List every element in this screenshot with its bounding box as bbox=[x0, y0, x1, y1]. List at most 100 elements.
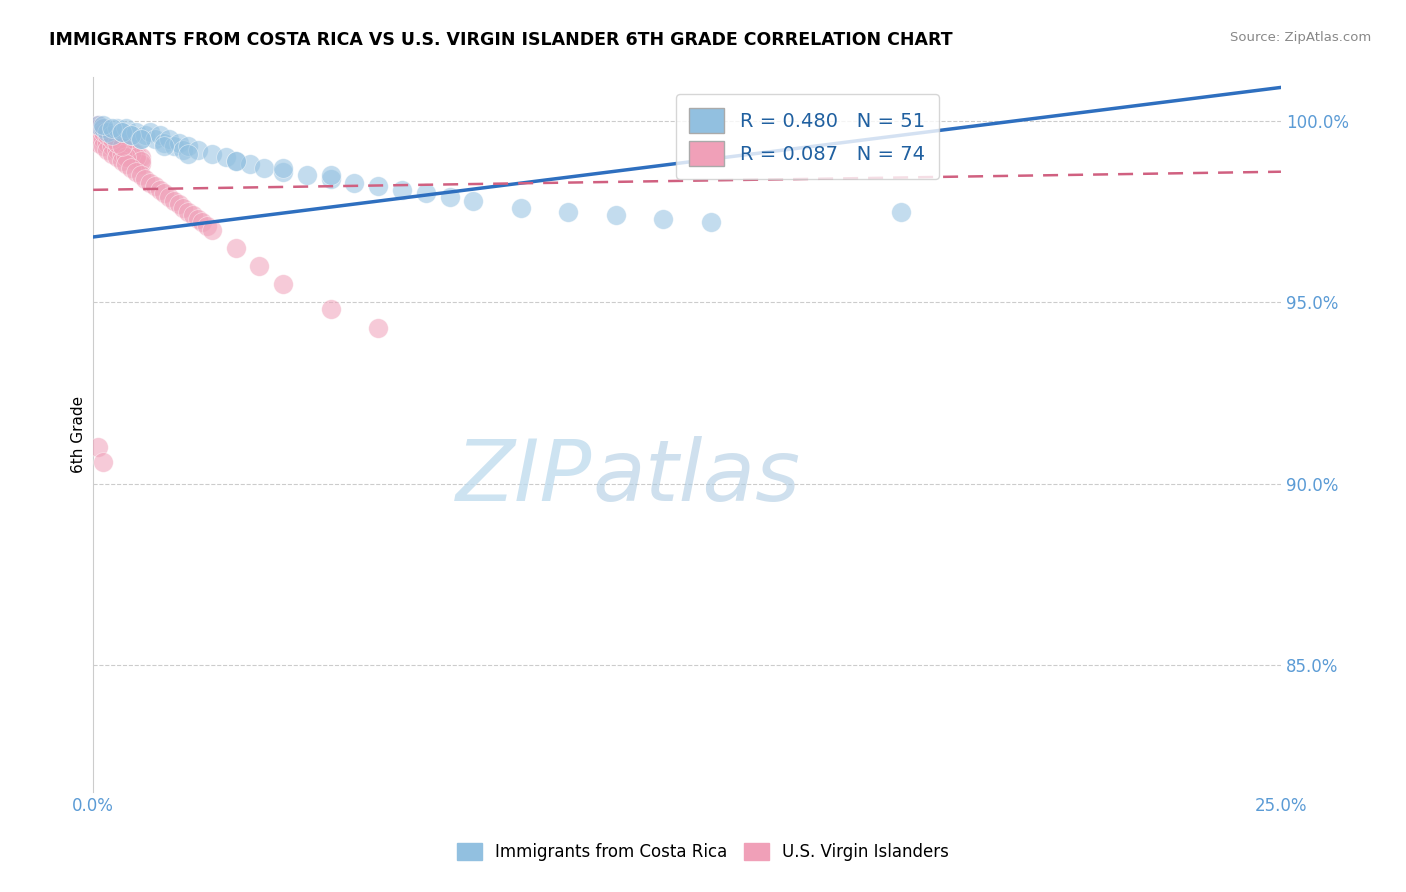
Point bbox=[319, 169, 342, 183]
Point bbox=[105, 139, 128, 153]
Point bbox=[163, 139, 186, 153]
Point bbox=[172, 143, 194, 157]
Point bbox=[225, 153, 247, 168]
Point bbox=[115, 139, 138, 153]
Legend: Immigrants from Costa Rica, U.S. Virgin Islanders: Immigrants from Costa Rica, U.S. Virgin … bbox=[450, 836, 956, 868]
Point bbox=[415, 186, 437, 201]
Legend: R = 0.480   N = 51, R = 0.087   N = 74: R = 0.480 N = 51, R = 0.087 N = 74 bbox=[676, 95, 939, 179]
Point bbox=[439, 190, 461, 204]
Point bbox=[177, 139, 200, 153]
Point bbox=[367, 179, 389, 194]
Point bbox=[239, 157, 262, 171]
Point bbox=[91, 128, 114, 143]
Point bbox=[167, 136, 190, 150]
Point bbox=[101, 132, 124, 146]
Point bbox=[201, 146, 224, 161]
Point bbox=[652, 211, 675, 226]
Point bbox=[105, 136, 128, 150]
Point bbox=[111, 143, 134, 157]
Point bbox=[91, 125, 114, 139]
Point bbox=[139, 125, 162, 139]
Point bbox=[153, 186, 176, 201]
Point bbox=[271, 164, 294, 178]
Point bbox=[295, 169, 318, 183]
Text: Source: ZipAtlas.com: Source: ZipAtlas.com bbox=[1230, 31, 1371, 45]
Point bbox=[115, 143, 138, 157]
Point bbox=[91, 121, 114, 136]
Point bbox=[87, 118, 110, 132]
Point bbox=[129, 132, 152, 146]
Point bbox=[125, 150, 148, 164]
Point bbox=[101, 128, 124, 143]
Point bbox=[87, 440, 110, 454]
Point bbox=[319, 302, 342, 317]
Point bbox=[91, 132, 114, 146]
Point bbox=[105, 150, 128, 164]
Point bbox=[87, 118, 110, 132]
Point bbox=[463, 194, 485, 208]
Point bbox=[105, 143, 128, 157]
Point bbox=[225, 241, 247, 255]
Text: ZIP: ZIP bbox=[456, 436, 592, 519]
Point bbox=[111, 125, 134, 139]
Point bbox=[153, 139, 176, 153]
Point bbox=[111, 125, 134, 139]
Point bbox=[87, 121, 110, 136]
Point bbox=[187, 143, 209, 157]
Text: IMMIGRANTS FROM COSTA RICA VS U.S. VIRGIN ISLANDER 6TH GRADE CORRELATION CHART: IMMIGRANTS FROM COSTA RICA VS U.S. VIRGI… bbox=[49, 31, 953, 49]
Point bbox=[87, 128, 110, 143]
Point bbox=[129, 169, 152, 183]
Point bbox=[125, 146, 148, 161]
Point bbox=[87, 136, 110, 150]
Point bbox=[96, 128, 118, 143]
Point bbox=[271, 277, 294, 292]
Point bbox=[101, 136, 124, 150]
Point bbox=[367, 320, 389, 334]
Point bbox=[96, 143, 118, 157]
Point bbox=[129, 153, 152, 168]
Point bbox=[111, 153, 134, 168]
Point bbox=[129, 150, 152, 164]
Point bbox=[120, 128, 142, 143]
Point bbox=[105, 132, 128, 146]
Point bbox=[157, 132, 180, 146]
Point bbox=[101, 146, 124, 161]
Point bbox=[96, 136, 118, 150]
Point bbox=[115, 157, 138, 171]
Point bbox=[125, 153, 148, 168]
Point bbox=[177, 204, 200, 219]
Point bbox=[96, 132, 118, 146]
Point bbox=[91, 118, 114, 132]
Point bbox=[101, 139, 124, 153]
Point bbox=[700, 215, 723, 229]
Point bbox=[163, 194, 186, 208]
Text: atlas: atlas bbox=[592, 436, 800, 519]
Point bbox=[105, 136, 128, 150]
Point bbox=[271, 161, 294, 175]
Point bbox=[187, 211, 209, 226]
Point bbox=[105, 121, 128, 136]
Y-axis label: 6th Grade: 6th Grade bbox=[72, 396, 86, 473]
Point bbox=[253, 161, 276, 175]
Point bbox=[172, 201, 194, 215]
Point bbox=[177, 146, 200, 161]
Point bbox=[91, 121, 114, 136]
Point bbox=[101, 128, 124, 143]
Point bbox=[96, 125, 118, 139]
Point bbox=[343, 176, 366, 190]
Point bbox=[149, 183, 172, 197]
Point bbox=[111, 136, 134, 150]
Point bbox=[96, 125, 118, 139]
Point bbox=[134, 128, 156, 143]
Point bbox=[87, 125, 110, 139]
Point bbox=[215, 150, 238, 164]
Point bbox=[225, 153, 247, 168]
Point bbox=[91, 125, 114, 139]
Point bbox=[111, 146, 134, 161]
Point bbox=[149, 128, 172, 143]
Point bbox=[181, 208, 204, 222]
Point bbox=[96, 128, 118, 143]
Point bbox=[91, 139, 114, 153]
Point bbox=[111, 139, 134, 153]
Point bbox=[201, 223, 224, 237]
